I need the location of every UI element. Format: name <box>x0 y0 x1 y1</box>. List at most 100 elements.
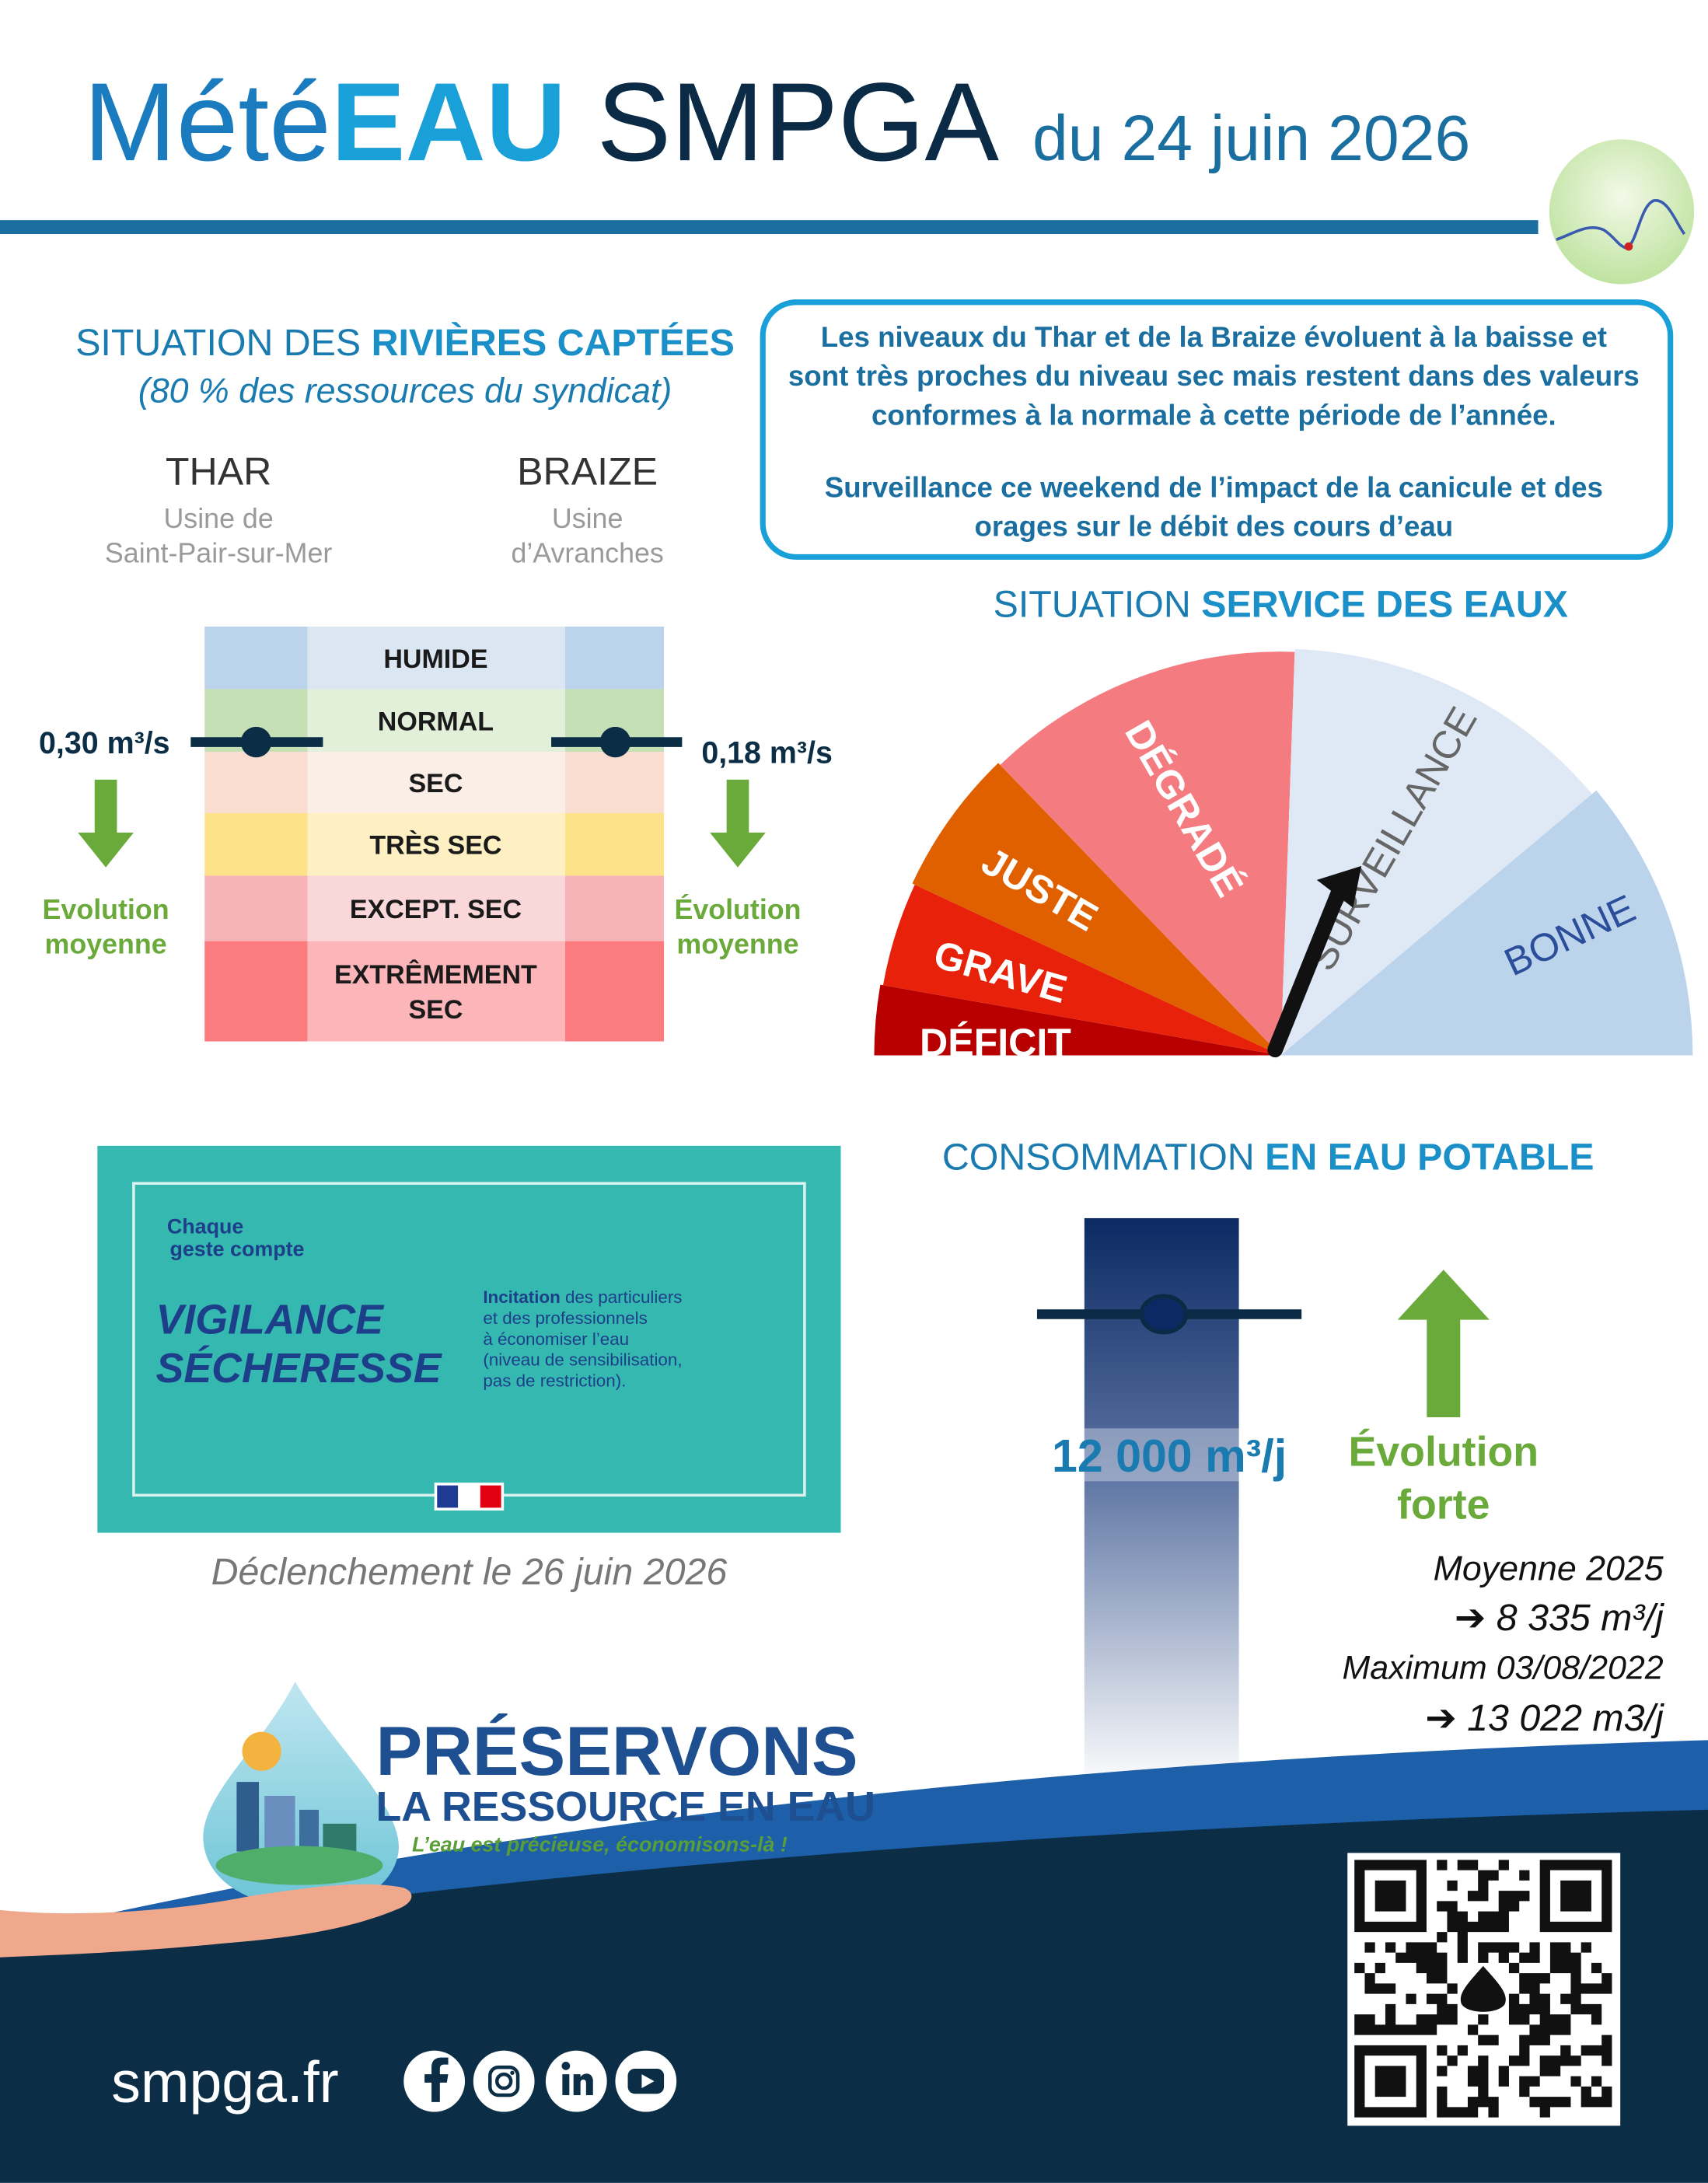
qr-drop <box>1460 1965 1506 2012</box>
campaign-tagline: L’eau est précieuse, économisons-là ! <box>412 1833 788 1856</box>
level-side <box>204 875 308 941</box>
level-side <box>564 875 665 941</box>
stations: THAR Usine de Saint-Pair-sur-Mer 0,30 m³/s E… <box>39 449 833 959</box>
station-site: Usine de <box>163 503 273 534</box>
vigilance-description: (niveau de sensibilisation, <box>483 1350 682 1370</box>
vigilance-description: pas de restriction). <box>483 1371 626 1391</box>
consumption-stat: ➔ 8 335 m³/j <box>1455 1597 1664 1639</box>
level-middle <box>307 812 565 876</box>
title-org: SMPGA <box>597 60 1000 184</box>
qr-code[interactable] <box>1347 1853 1621 2126</box>
level-side <box>564 812 665 876</box>
trend-arrow-down <box>78 779 134 868</box>
gauge-segment <box>874 984 1281 1056</box>
heading-bold: SERVICE DES EAUX <box>1201 583 1568 625</box>
note-line: Surveillance ce weekend de l’impact de l… <box>825 471 1603 503</box>
station-trend: Evolution <box>43 894 169 925</box>
title-light: Mété <box>83 60 330 184</box>
campaign-subtitle: LA RESSOURCE EN EAU <box>375 1783 875 1830</box>
level-label: EXCEPT. SEC <box>350 895 522 924</box>
consumption-heading: CONSOMMATION EN EAU POTABLE <box>942 1136 1594 1178</box>
level-label: NORMAL <box>378 707 494 736</box>
consumption-stat: Maximum 03/08/2022 <box>1342 1650 1663 1687</box>
gauge-segment <box>1000 651 1295 1056</box>
level-side <box>204 812 308 876</box>
station-name: BRAIZE <box>517 449 658 493</box>
note-line: orages sur le débit des cours d’eau <box>974 511 1453 543</box>
consumption-stat: ➔ 13 022 m3/j <box>1425 1697 1664 1739</box>
consumption-trend: Évolution <box>1348 1429 1539 1476</box>
level-label: SEC <box>408 995 463 1025</box>
gauge-segment <box>882 884 1281 1056</box>
gauge-needle-head <box>1316 865 1362 908</box>
heading-bold: EN EAU POTABLE <box>1265 1136 1594 1178</box>
gauge-needle <box>1267 883 1347 1058</box>
heading-bold: RIVIÈRES CAPTÉES <box>372 322 735 364</box>
vigilance-description: et des professionnels <box>483 1308 647 1328</box>
footer-site[interactable]: smpga.fr <box>111 2049 339 2115</box>
station-site: Saint-Pair-sur-Mer <box>105 538 332 569</box>
level-label: HUMIDE <box>383 644 487 674</box>
service-heading: SITUATION SERVICE DES EAUX <box>994 583 1568 625</box>
heading-prefix: CONSOMMATION <box>942 1136 1265 1178</box>
note-text: Les niveaux du Thar et de la Braize évol… <box>788 321 1640 543</box>
title-bold: EAU <box>331 60 566 184</box>
level-side <box>204 941 308 1042</box>
gauge-segment <box>912 763 1281 1056</box>
flow-marker <box>240 726 272 758</box>
level-middle <box>307 875 565 941</box>
consumption-trend: forte <box>1397 1482 1490 1528</box>
level-label: SEC <box>408 769 463 798</box>
level-side <box>204 752 308 813</box>
gauge-segment <box>1280 790 1693 1056</box>
heading-prefix: SITUATION <box>994 583 1202 625</box>
station-trend: Évolution <box>674 894 801 925</box>
campaign-title: PRÉSERVONS <box>375 1712 857 1790</box>
note-line: Les niveaux du Thar et de la Braize évol… <box>821 321 1607 353</box>
station-name: THAR <box>166 449 271 493</box>
level-side <box>564 941 665 1042</box>
social-instagram[interactable] <box>473 2050 535 2112</box>
rivers-subtitle: (80 % des ressources du syndicat) <box>138 372 672 410</box>
description-bold: Incitation <box>483 1287 560 1307</box>
qr-modules <box>1354 1860 1612 2118</box>
heading-prefix: SITUATION DES <box>75 322 371 364</box>
social-facebook[interactable] <box>403 2050 466 2112</box>
social-youtube[interactable] <box>615 2050 677 2112</box>
vigilance-description: à économiser l’eau <box>483 1329 629 1349</box>
social-linkedin[interactable] <box>545 2050 607 2112</box>
level-middle <box>307 752 565 813</box>
level-side <box>564 626 665 690</box>
consumption-stats: Moyenne 2025 ➔ 8 335 m³/j Maximum 03/08/20… <box>1342 1549 1664 1738</box>
gauge-label: DÉFICIT <box>920 1021 1071 1064</box>
vigilance-title: SÉCHERESSE <box>156 1345 443 1392</box>
consumption-marker <box>1139 1294 1189 1335</box>
flag <box>434 1483 505 1511</box>
level-side <box>564 752 665 813</box>
campaign-illustration <box>0 1682 412 1958</box>
level-side <box>204 626 308 690</box>
vigilance-logo: geste compte <box>169 1237 304 1260</box>
level-scale: HUMIDE NORMAL SEC TRÈS SEC EXCEPT. SEC EXTRÊM… <box>204 626 665 1042</box>
consumption-value: 12 000 m³/j <box>1052 1430 1287 1482</box>
flow-marker <box>599 726 631 758</box>
station-trend: moyenne <box>676 929 798 960</box>
rivers-heading: SITUATION DES RIVIÈRES CAPTÉES <box>75 322 735 364</box>
vigilance-logo: Chaque <box>167 1215 244 1238</box>
trend-arrow-down <box>710 779 766 868</box>
station-trend: moyenne <box>45 929 167 960</box>
vigilance-caption: Déclenchement le 26 juin 2026 <box>211 1551 728 1593</box>
description-text: des particuliers <box>561 1287 683 1307</box>
gauge-segment <box>1280 648 1592 1056</box>
level-middle <box>307 626 565 690</box>
header-icon <box>1549 139 1695 285</box>
title-date: du 24 juin 2026 <box>1032 103 1470 174</box>
level-label: TRÈS SEC <box>369 831 501 861</box>
station-flow: 0,30 m³/s <box>39 726 170 760</box>
level-middle <box>307 689 565 753</box>
value-band <box>1084 1428 1239 1482</box>
